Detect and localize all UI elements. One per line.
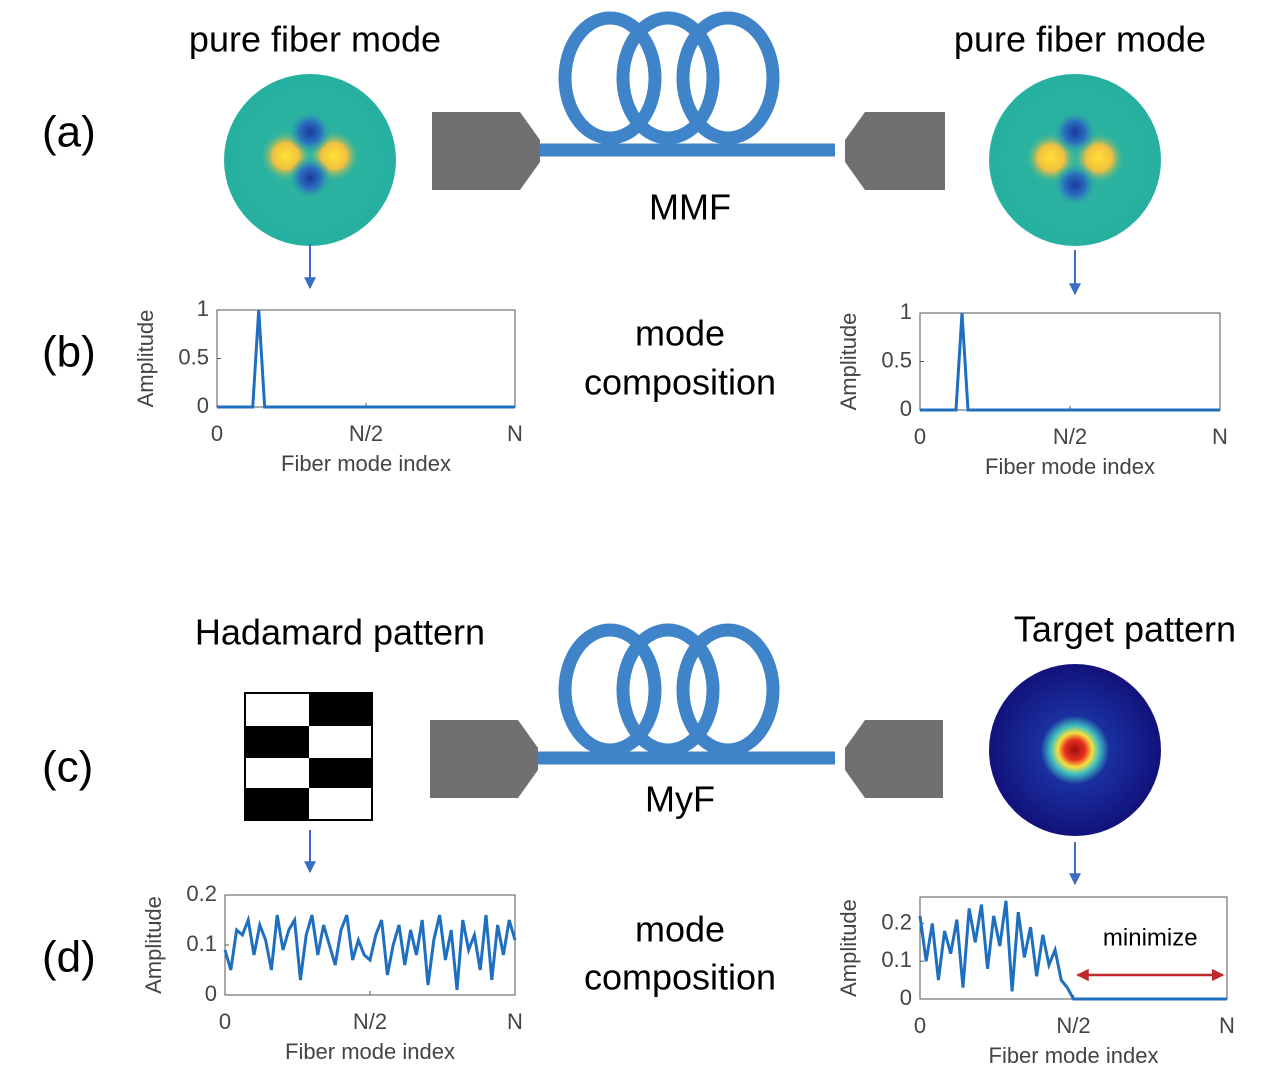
x-tick-label: N [507, 421, 523, 446]
x-tick-label: N/2 [349, 421, 383, 446]
right-title: Target pattern [1014, 609, 1236, 650]
x-tick-label: N [1219, 1013, 1235, 1038]
y-tick-label: 0 [197, 393, 209, 418]
fiber [540, 18, 835, 150]
x-axis-label: Fiber mode index [281, 451, 451, 476]
x-axis-label: Fiber mode index [985, 454, 1155, 479]
fiber-label: MMF [649, 187, 731, 228]
center-text: composition [584, 362, 776, 403]
mode-image [989, 74, 1161, 246]
plot: 0 0.1 0.2 0 N/2 N Fiber mode index Amplitude [141, 881, 523, 1064]
hadamard-pattern [245, 693, 372, 820]
x-tick-label: N [1212, 424, 1228, 449]
y-tick-label: 1 [197, 296, 209, 321]
y-tick-label: 0.1 [186, 931, 217, 956]
fiber [538, 630, 835, 758]
x-tick-label: N/2 [1056, 1013, 1090, 1038]
plot: 0 0.5 1 0 N/2 N Fiber mode index Amplitude [133, 296, 523, 476]
right-title: pure fiber mode [954, 19, 1206, 60]
center-text: mode [635, 313, 725, 354]
y-tick-label: 0 [900, 985, 912, 1010]
center-text: mode [635, 909, 725, 950]
plot: 0 0.1 0.2 0 N/2 N Fiber mode index Amplitude min… [836, 897, 1235, 1068]
x-tick-label: 0 [914, 1013, 926, 1038]
y-tick-label: 1 [900, 299, 912, 324]
panel-label: (d) [42, 933, 96, 982]
left-title: pure fiber mode [189, 19, 441, 60]
y-tick-label: 0 [900, 396, 912, 421]
y-tick-label: 0.1 [881, 947, 912, 972]
y-axis-label: Amplitude [141, 896, 166, 994]
x-tick-label: 0 [219, 1009, 231, 1034]
panel-label: (a) [42, 108, 96, 157]
y-tick-label: 0.2 [881, 909, 912, 934]
y-tick-label: 0.2 [186, 881, 217, 906]
plot: 0 0.5 1 0 N/2 N Fiber mode index Amplitude [836, 299, 1228, 479]
panel-labels: (a) (b) (c) (d) [42, 108, 96, 982]
fiber-label: MyF [645, 779, 715, 820]
x-tick-label: 0 [914, 424, 926, 449]
y-tick-label: 0.5 [881, 347, 912, 372]
y-tick-label: 0 [205, 981, 217, 1006]
y-axis-label: Amplitude [836, 313, 861, 411]
panel-label: (c) [42, 743, 93, 792]
x-tick-label: 0 [211, 421, 223, 446]
y-tick-label: 0.5 [178, 344, 209, 369]
target-image [989, 664, 1161, 836]
figure: (a) (b) (c) (d) pure fiber mode pure fib… [0, 0, 1279, 1068]
mode-image [224, 74, 396, 246]
left-title: Hadamard pattern [195, 612, 485, 653]
annotation: minimize [1103, 924, 1198, 951]
panel-label: (b) [42, 328, 96, 377]
y-axis-label: Amplitude [836, 899, 861, 997]
x-axis-label: Fiber mode index [285, 1039, 455, 1064]
x-tick-label: N/2 [1053, 424, 1087, 449]
center-text: composition [584, 957, 776, 998]
y-axis-label: Amplitude [133, 310, 158, 408]
x-tick-label: N/2 [353, 1009, 387, 1034]
x-axis-label: Fiber mode index [989, 1043, 1159, 1068]
x-tick-label: N [507, 1009, 523, 1034]
